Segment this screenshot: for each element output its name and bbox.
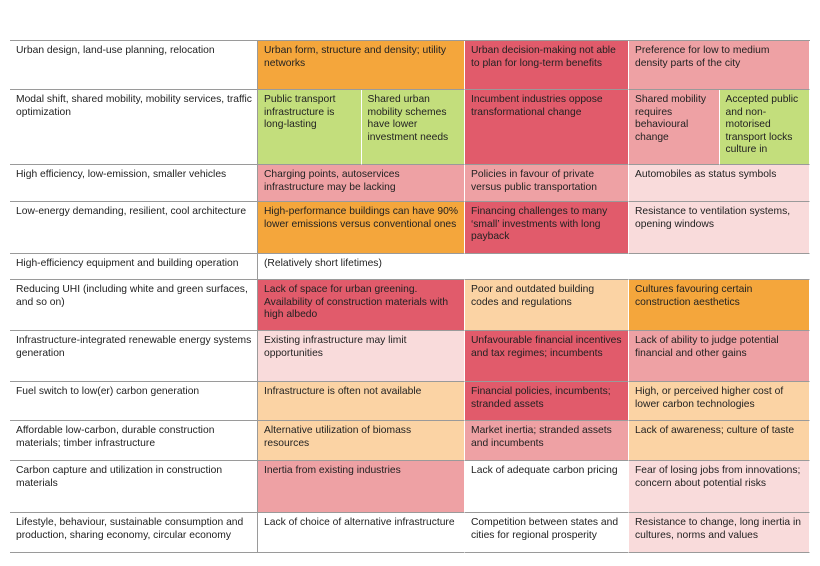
- table-cell: Competition between states and cities fo…: [465, 513, 629, 553]
- row-label: Modal shift, shared mobility, mobility s…: [10, 90, 258, 165]
- row-label: Lifestyle, behaviour, sustainable consum…: [10, 513, 258, 553]
- table-cell: Policies in favour of private versus pub…: [465, 165, 629, 202]
- table-cell: Accepted public and non-motorised transp…: [719, 90, 810, 165]
- table-cell: Resistance to change, long inertia in cu…: [629, 513, 810, 553]
- table-cell: Alternative utilization of biomass resou…: [258, 421, 465, 461]
- table-cell: Lack of adequate carbon pricing: [465, 461, 629, 513]
- table-cell: Charging points, autoservices infrastruc…: [258, 165, 465, 202]
- table-cell: Lack of ability to judge potential finan…: [629, 331, 810, 382]
- table-cell: Urban form, structure and density; utili…: [258, 41, 465, 90]
- table-cell: Urban decision-making not able to plan f…: [465, 41, 629, 90]
- row-label: Urban design, land-use planning, relocat…: [10, 41, 258, 90]
- table-cell: Shared urban mobility schemes have lower…: [361, 90, 465, 165]
- row-label: Carbon capture and utilization in constr…: [10, 461, 258, 513]
- table-cell: (Relatively short lifetimes): [258, 254, 465, 280]
- row-label: Reducing UHI (including white and green …: [10, 280, 258, 331]
- table-cell: Unfavourable financial incentives and ta…: [465, 331, 629, 382]
- table-cell: [465, 254, 629, 280]
- table-cell: Poor and outdated building codes and reg…: [465, 280, 629, 331]
- table-cell: Market inertia; stranded assets and incu…: [465, 421, 629, 461]
- table-cell: Public transport infrastructure is long-…: [258, 90, 362, 165]
- table-cell: Financing challenges to many ‘small’ inv…: [465, 202, 629, 254]
- table-cell: Lack of space for urban greening. Availa…: [258, 280, 465, 331]
- row-label: Low-energy demanding, resilient, cool ar…: [10, 202, 258, 254]
- table-cell: Fear of losing jobs from innovations; co…: [629, 461, 810, 513]
- table-cell: Preference for low to medium density par…: [629, 41, 810, 90]
- table-cell: High-performance buildings can have 90% …: [258, 202, 465, 254]
- table-cell: Financial policies, incumbents; stranded…: [465, 382, 629, 421]
- table-cell: Incumbent industries oppose transformati…: [465, 90, 629, 165]
- table-cell: Shared mobility requires behavioural cha…: [629, 90, 720, 165]
- table-cell: Infrastructure is often not available: [258, 382, 465, 421]
- table-cell: Inertia from existing industries: [258, 461, 465, 513]
- row-label: High-efficiency equipment and building o…: [10, 254, 258, 280]
- table-cell: [629, 254, 810, 280]
- row-label: High efficiency, low-emission, smaller v…: [10, 165, 258, 202]
- table-cell: Lack of awareness; culture of taste: [629, 421, 810, 461]
- table-cell: Existing infrastructure may limit opport…: [258, 331, 465, 382]
- table-border: [10, 40, 810, 41]
- row-label: Infrastructure-integrated renewable ener…: [10, 331, 258, 382]
- table-cell: High, or perceived higher cost of lower …: [629, 382, 810, 421]
- table-cell: Lack of choice of alternative infrastruc…: [258, 513, 465, 553]
- row-label: Affordable low-carbon, durable construct…: [10, 421, 258, 461]
- table-cell: Automobiles as status symbols: [629, 165, 810, 202]
- table-cell: Resistance to ventilation systems, openi…: [629, 202, 810, 254]
- row-label: Fuel switch to low(er) carbon generation: [10, 382, 258, 421]
- table-cell: Cultures favouring certain construction …: [629, 280, 810, 331]
